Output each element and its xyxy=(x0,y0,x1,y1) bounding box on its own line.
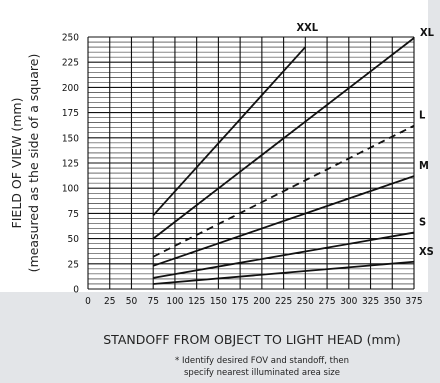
x-tick-label: 200 xyxy=(253,296,270,307)
x-tick-label: 350 xyxy=(384,296,401,307)
series-label-s: S xyxy=(419,216,426,229)
x-tick-label: 75 xyxy=(147,296,158,307)
y-tick-label: 125 xyxy=(62,159,79,170)
right-grey-strip xyxy=(428,0,440,383)
grid xyxy=(87,36,415,290)
x-tick-labels: 0 25 50 75 100 125 150 175 200 225 250 275 300 325 350… xyxy=(85,296,422,307)
series-label-xs: XS xyxy=(419,245,434,258)
x-tick-label: 375 xyxy=(405,296,422,307)
y-tick-labels: 0 25 50 75 100 125 150 175 200 225 250 xyxy=(62,33,79,296)
x-tick-label: 175 xyxy=(232,296,249,307)
footnote-line2: specify nearest illuminated area size xyxy=(184,368,340,378)
y-tick-label: 150 xyxy=(62,133,79,144)
y-axis-title-line1: FIELD OF VIEW (mm) xyxy=(9,98,24,229)
series-label-xxl: XXL xyxy=(297,21,319,34)
series-label-l: L xyxy=(419,109,426,122)
x-tick-label: 325 xyxy=(362,296,379,307)
series-line-xxl xyxy=(152,46,307,217)
x-tick-label: 300 xyxy=(340,296,357,307)
bottom-grey-panel xyxy=(0,292,440,383)
series-line-xl xyxy=(152,37,415,240)
x-tick-label: 250 xyxy=(297,296,314,307)
series-label-xl: XL xyxy=(420,26,435,39)
x-tick-label: 125 xyxy=(188,296,205,307)
x-axis-title: STANDOFF FROM OBJECT TO LIGHT HEAD (mm) xyxy=(103,332,400,347)
series-labels: XXL XL L M S XS xyxy=(297,21,435,258)
y-axis-title-line2: (measured as the side of a square) xyxy=(26,54,41,273)
series-line-s xyxy=(153,231,415,279)
y-tick-label: 175 xyxy=(62,108,79,119)
y-tick-label: 0 xyxy=(73,285,79,296)
footnote-line1: * Identify desired FOV and standoff, the… xyxy=(175,356,349,366)
y-tick-label: 100 xyxy=(62,184,79,195)
series-line-l xyxy=(152,124,415,258)
y-tick-label: 75 xyxy=(68,209,79,220)
x-tick-label: 0 xyxy=(85,296,91,307)
y-tick-label: 250 xyxy=(62,33,79,44)
y-tick-label: 225 xyxy=(62,58,79,69)
x-tick-label: 275 xyxy=(318,296,335,307)
series-label-m: M xyxy=(419,159,429,172)
x-tick-label: 150 xyxy=(210,296,227,307)
x-tick-label: 100 xyxy=(166,296,183,307)
series-lines xyxy=(152,37,415,285)
x-tick-label: 25 xyxy=(104,296,115,307)
series-line-m xyxy=(152,175,415,267)
y-tick-label: 50 xyxy=(68,234,80,245)
series-line-xs xyxy=(153,260,415,285)
y-tick-label: 200 xyxy=(62,83,79,94)
x-tick-label: 50 xyxy=(126,296,138,307)
x-tick-label: 225 xyxy=(275,296,292,307)
y-tick-label: 25 xyxy=(68,259,79,270)
